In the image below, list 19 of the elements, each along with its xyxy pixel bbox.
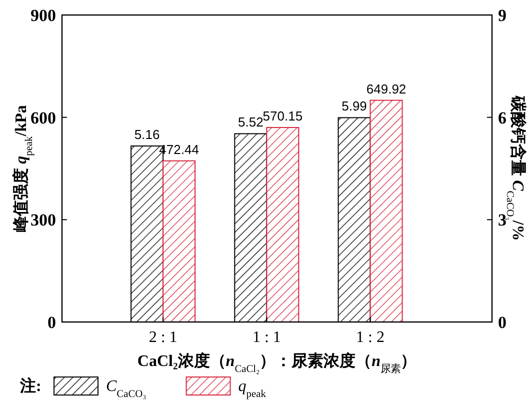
y2-tick-label: 6 [498,108,506,128]
y2-tick-label: 9 [498,6,506,25]
x-tick-label: 1 : 1 [252,329,281,346]
data-label: 5.52 [238,114,264,130]
legend-label: C$_{CaCO₃}$ [106,378,147,400]
x-tick-label: 1 : 2 [356,329,385,346]
data-label: 5.16 [134,126,160,142]
data-label: 570.15 [262,108,303,124]
x-axis-title: CaCl₂浓度（n$_{CaCl₂}$）：尿素浓度（n$_{尿素}$） [137,351,417,374]
data-label: 5.99 [342,98,367,114]
legend-label: q$_{peak}$ [238,378,267,400]
y2-tick-label: 0 [498,313,506,332]
legend-title: 注: [19,377,42,395]
y-tick-label: 900 [30,6,56,25]
y2-tick-label: 3 [498,210,506,230]
y-tick-label: 600 [30,108,56,128]
data-label: 649.92 [366,81,406,96]
y-tick-label: 0 [48,313,56,332]
x-tick-label: 2 : 1 [148,329,178,346]
